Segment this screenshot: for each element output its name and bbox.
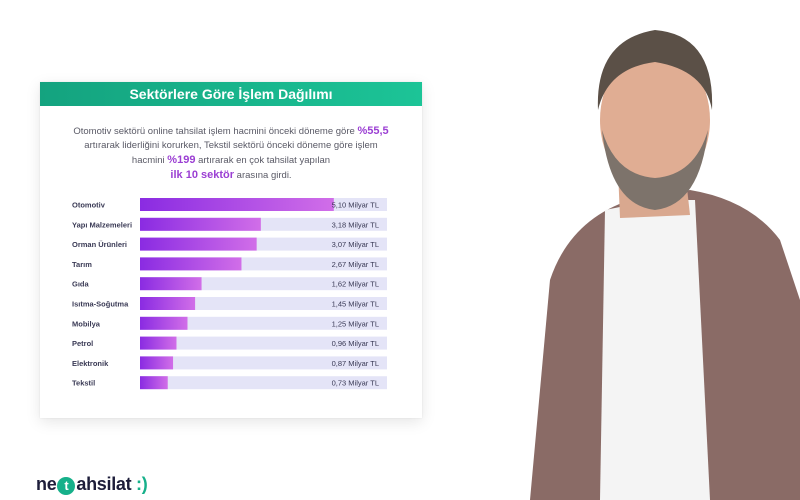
bar <box>140 277 202 291</box>
desc-text-2: artırarak liderliğini korurken, Tekstil … <box>84 140 378 166</box>
bar <box>140 356 174 370</box>
bar <box>140 297 196 310</box>
value-label: 3,07 Milyar TL <box>332 240 379 249</box>
bar-chart: Otomotiv 5,10 Milyar TL Yapı Malzemeleri 3,… <box>72 198 387 390</box>
brand-logo: ne t ahsilat :) <box>36 474 148 495</box>
desc-text-1: Otomotiv sektörü online tahsilat işlem h… <box>73 126 355 137</box>
hair-shape <box>597 30 713 110</box>
category-label: Gıda <box>72 280 89 289</box>
card-description: Otomotiv sektörü online tahsilat işlem h… <box>68 124 394 183</box>
chart-card: Sektörlere Göre İşlem Dağılımı Otomotiv … <box>40 82 422 418</box>
value-label: 1,25 Milyar TL <box>332 319 379 328</box>
category-label: Yapı Malzemeleri <box>72 220 132 229</box>
bar <box>140 316 188 330</box>
category-label: Orman Ürünleri <box>72 240 127 249</box>
bar <box>140 217 261 231</box>
category-label: Petrol <box>72 339 93 348</box>
bar-track <box>140 336 387 350</box>
category-label: Otomotiv <box>72 201 106 210</box>
category-label: Isıtma-Soğutma <box>72 300 129 309</box>
value-label: 2,67 Milyar TL <box>332 260 379 269</box>
person-photo <box>530 30 800 500</box>
value-label: 1,62 Milyar TL <box>332 280 379 289</box>
brand-smile-icon: :) <box>136 474 148 494</box>
category-label: Elektronik <box>72 359 109 368</box>
category-label: Tarım <box>72 260 92 269</box>
value-label: 0,96 Milyar TL <box>332 339 379 348</box>
desc-highlight-3: ilk 10 sektör <box>170 169 235 181</box>
desc-highlight-1: %55,5 <box>357 125 389 137</box>
bar <box>140 376 168 390</box>
head-shape <box>600 48 710 192</box>
bar-track <box>140 316 387 330</box>
desc-text-4: arasına girdi. <box>236 170 292 181</box>
bar <box>140 336 177 350</box>
desc-text-3: artırarak en çok tahsilat yapılan <box>198 155 331 166</box>
brand-text-post: ahsilat <box>76 474 132 494</box>
brand-text-pre: ne <box>36 474 57 494</box>
card-title: Sektörlere Göre İşlem Dağılımı <box>40 82 422 106</box>
bar <box>140 198 334 211</box>
category-label: Tekstil <box>72 379 95 388</box>
bar-track <box>140 376 387 390</box>
category-label: Mobilya <box>72 319 101 328</box>
shirt-shape <box>600 200 710 500</box>
value-label: 0,87 Milyar TL <box>332 359 379 368</box>
bar <box>140 237 257 251</box>
bar-track <box>140 277 387 291</box>
bar-track <box>140 356 387 370</box>
bar <box>140 257 242 271</box>
bar-track <box>140 297 387 310</box>
brand-t-badge: t <box>57 477 76 495</box>
value-label: 3,18 Milyar TL <box>332 220 379 229</box>
value-label: 1,45 Milyar TL <box>332 300 379 309</box>
value-label: 5,10 Milyar TL <box>332 201 379 210</box>
desc-highlight-2: %199 <box>167 154 196 166</box>
beard-shape <box>602 130 708 210</box>
value-label: 0,73 Milyar TL <box>332 379 379 388</box>
